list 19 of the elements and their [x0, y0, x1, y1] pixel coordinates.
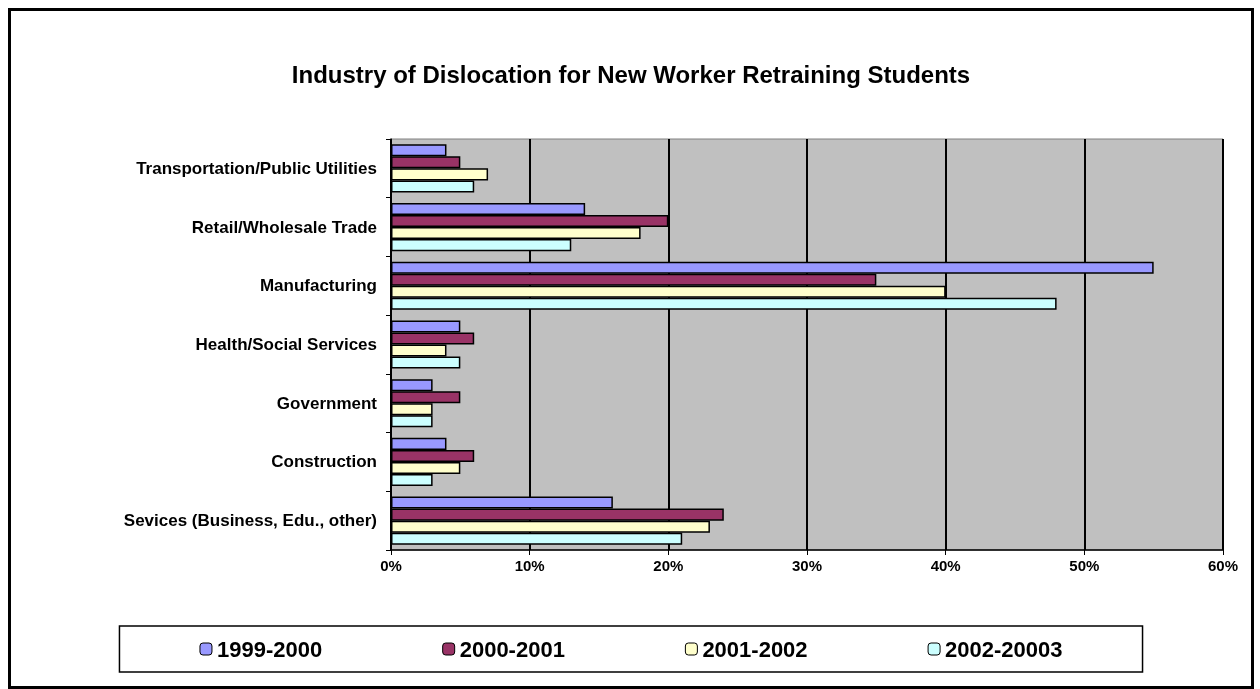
legend-label: 1999-2000 [216, 636, 323, 662]
x-tick-label: 10% [514, 557, 545, 574]
y-tick-label: Transportation/Public Utilities [136, 158, 377, 178]
x-tick-label: 30% [791, 557, 823, 574]
y-tick-label: Health/Social Services [195, 335, 377, 354]
x-tick-label: 0% [380, 557, 402, 574]
x-tick-label: 20% [653, 557, 684, 574]
y-tick-label: Government [276, 393, 378, 413]
chart-title: Industry of Dislocation for New Worker Retraining Students [291, 60, 971, 88]
x-tick-label: 40% [930, 557, 961, 574]
y-tick-label: Construction [271, 452, 377, 472]
x-tick-label: 50% [1069, 557, 1100, 574]
y-tick-label: Retail/Wholesale Trade [191, 217, 377, 237]
legend-label: 2000-2001 [459, 636, 565, 662]
x-tick-label: 60% [1207, 557, 1239, 574]
y-tick-label: Sevices (Business, Edu., other) [123, 511, 377, 531]
legend-label: 2002-20003 [945, 636, 1063, 662]
y-tick-label: Manufacturing [259, 276, 377, 296]
legend-label: 2001-2002 [702, 636, 808, 662]
